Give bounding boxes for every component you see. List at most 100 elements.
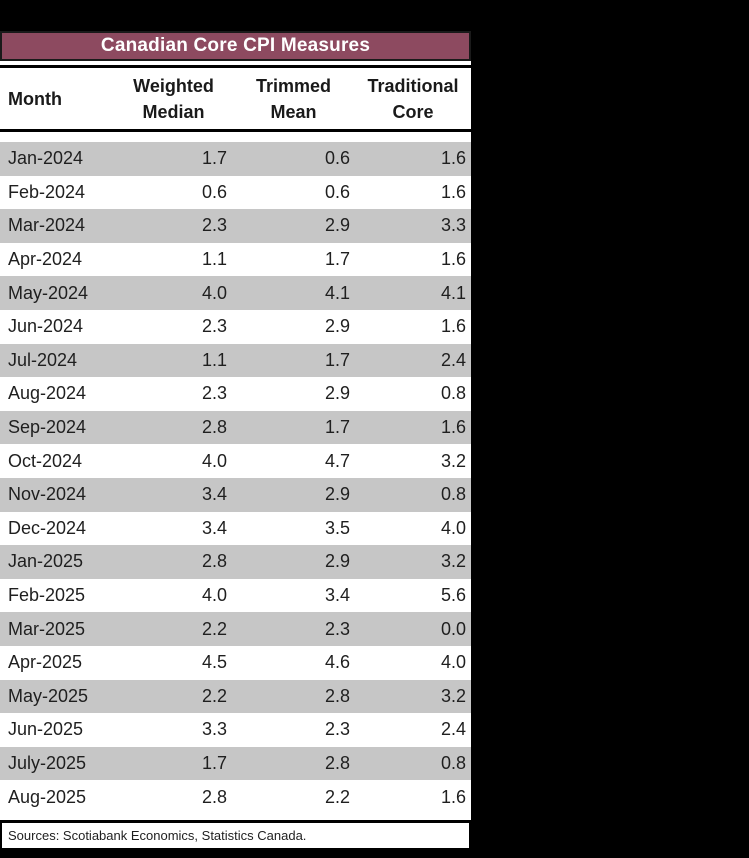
month-cell: May-2024 (8, 282, 89, 303)
value-cell: 2.9 (324, 551, 350, 572)
value-cell: 2.2 (201, 685, 227, 706)
table-row: Feb-2025 4.0 3.4 5.6 (0, 578, 471, 613)
value-cell: 0.0 (440, 618, 466, 639)
table-row: Jul-2024 1.1 1.7 2.4 (0, 343, 471, 378)
table-row: Oct-2024 4.0 4.7 3.2 (0, 444, 471, 478)
value-cell: 2.8 (201, 417, 227, 438)
month-cell: Mar-2024 (8, 215, 86, 236)
value-cell: 1.7 (324, 417, 350, 438)
table-row: Apr-2024 1.1 1.7 1.6 (0, 242, 471, 277)
value-cell: 4.0 (440, 652, 466, 673)
month-cell: Sep-2024 (8, 417, 87, 438)
table-row: Mar-2025 2.2 2.3 0.0 (0, 612, 471, 646)
value-cell: 2.4 (440, 349, 466, 370)
top-rule (0, 65, 471, 68)
value-cell: 0.6 (201, 181, 227, 202)
value-cell: 3.5 (324, 517, 350, 538)
value-cell: 4.0 (201, 282, 227, 303)
value-cell: 1.6 (440, 181, 466, 202)
value-cell: 4.1 (324, 282, 350, 303)
month-cell: Dec-2024 (8, 517, 87, 538)
column-header-label: Weighted (133, 75, 214, 96)
value-cell: 2.3 (201, 316, 227, 337)
table-row: Jun-2025 3.3 2.3 2.4 (0, 713, 471, 747)
column-header-label: Month (8, 88, 62, 109)
value-cell: 0.8 (440, 484, 466, 505)
value-cell: 1.6 (440, 786, 466, 807)
month-cell: Aug-2025 (8, 786, 87, 807)
value-cell: 2.3 (201, 215, 227, 236)
table-row: July-2025 1.7 2.8 0.8 (0, 746, 471, 781)
column-header-trimmed-mean: Trimmed Mean (232, 73, 355, 125)
title-gap (0, 61, 471, 65)
table-row: Aug-2025 2.8 2.2 1.6 (0, 780, 471, 814)
value-cell: 5.6 (440, 585, 466, 606)
value-cell: 4.6 (324, 652, 350, 673)
body-bottom-gap (0, 813, 471, 820)
value-cell: 1.1 (201, 349, 227, 370)
value-cell: 2.9 (324, 383, 350, 404)
value-cell: 3.2 (440, 551, 466, 572)
value-cell: 2.8 (201, 551, 227, 572)
table-row: Nov-2024 3.4 2.9 0.8 (0, 477, 471, 512)
value-cell: 1.6 (440, 249, 466, 270)
month-cell: Apr-2024 (8, 249, 83, 270)
table-row: Sep-2024 2.8 1.7 1.6 (0, 410, 471, 445)
month-cell: Nov-2024 (8, 484, 87, 505)
value-cell: 2.8 (324, 685, 350, 706)
month-cell: Mar-2025 (8, 618, 86, 639)
value-cell: 3.4 (324, 585, 350, 606)
table-row: Mar-2024 2.3 2.9 3.3 (0, 209, 471, 243)
value-cell: 1.7 (201, 752, 227, 773)
month-cell: July-2025 (8, 752, 87, 773)
month-cell: Aug-2024 (8, 383, 87, 404)
column-header-traditional-core: Traditional Core (355, 73, 471, 125)
value-cell: 3.2 (440, 685, 466, 706)
value-cell: 4.0 (201, 450, 227, 471)
table-row: Jan-2024 1.7 0.6 1.6 (0, 142, 471, 176)
table-row: Feb-2024 0.6 0.6 1.6 (0, 175, 471, 210)
value-cell: 0.8 (440, 752, 466, 773)
value-cell: 4.7 (324, 450, 350, 471)
value-cell: 2.4 (440, 719, 466, 740)
table-row: May-2024 4.0 4.1 4.1 (0, 276, 471, 310)
column-header-label: Median (142, 101, 205, 122)
value-cell: 2.9 (324, 316, 350, 337)
value-cell: 2.2 (201, 618, 227, 639)
table-row: May-2025 2.2 2.8 3.2 (0, 679, 471, 714)
month-cell: Apr-2025 (8, 652, 83, 673)
sources-note: Sources: Scotiabank Economics, Statistic… (0, 819, 471, 850)
column-header-weighted-median: Weighted Median (115, 73, 232, 125)
month-cell: Jul-2024 (8, 349, 78, 370)
month-cell: Jan-2024 (8, 148, 84, 169)
column-header-label: Core (392, 101, 434, 122)
value-cell: 3.3 (201, 719, 227, 740)
table-row: Jan-2025 2.8 2.9 3.2 (0, 545, 471, 579)
column-header-label: Trimmed (255, 75, 332, 96)
value-cell: 2.9 (324, 215, 350, 236)
month-cell: Feb-2024 (8, 181, 86, 202)
month-cell: Jan-2025 (8, 551, 84, 572)
value-cell: 4.0 (440, 517, 466, 538)
table-title: Canadian Core CPI Measures (0, 31, 471, 61)
value-cell: 1.6 (440, 148, 466, 169)
value-cell: 4.5 (201, 652, 227, 673)
value-cell: 3.2 (440, 450, 466, 471)
value-cell: 4.1 (440, 282, 466, 303)
value-cell: 1.6 (440, 417, 466, 438)
table-row: Aug-2024 2.3 2.9 0.8 (0, 377, 471, 411)
value-cell: 1.7 (324, 249, 350, 270)
table-row: Apr-2025 4.5 4.6 4.0 (0, 645, 471, 680)
month-cell: May-2025 (8, 685, 89, 706)
value-cell: 2.2 (324, 786, 350, 807)
column-header-label: Traditional (367, 75, 459, 96)
table-row: Jun-2024 2.3 2.9 1.6 (0, 309, 471, 344)
value-cell: 1.7 (324, 349, 350, 370)
value-cell: 2.8 (201, 786, 227, 807)
value-cell: 0.8 (440, 383, 466, 404)
value-cell: 2.3 (324, 618, 350, 639)
month-cell: Feb-2025 (8, 585, 86, 606)
month-cell: Jun-2024 (8, 316, 84, 337)
month-cell: Jun-2025 (8, 719, 84, 740)
